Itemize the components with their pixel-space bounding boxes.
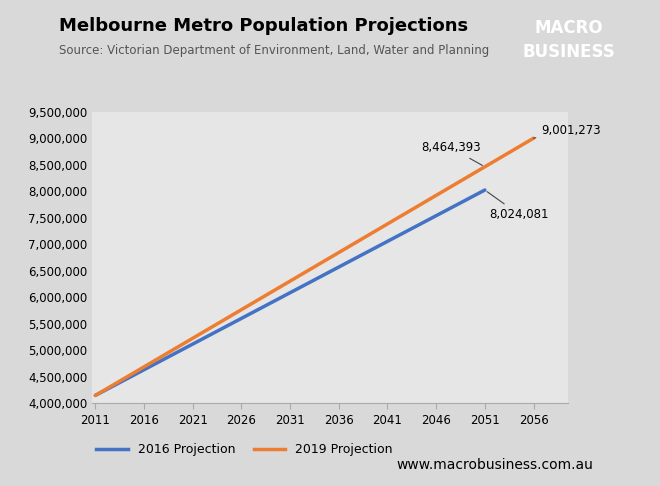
Legend: 2016 Projection, 2019 Projection: 2016 Projection, 2019 Projection: [91, 438, 397, 461]
Text: 9,001,273: 9,001,273: [533, 124, 601, 138]
Text: www.macrobusiness.com.au: www.macrobusiness.com.au: [396, 458, 593, 472]
Text: BUSINESS: BUSINESS: [523, 43, 616, 61]
Text: 8,464,393: 8,464,393: [421, 141, 482, 165]
Text: Source: Victorian Department of Environment, Land, Water and Planning: Source: Victorian Department of Environm…: [59, 44, 490, 57]
Text: 8,024,081: 8,024,081: [487, 191, 549, 221]
Text: MACRO: MACRO: [535, 18, 603, 36]
Text: Melbourne Metro Population Projections: Melbourne Metro Population Projections: [59, 17, 469, 35]
